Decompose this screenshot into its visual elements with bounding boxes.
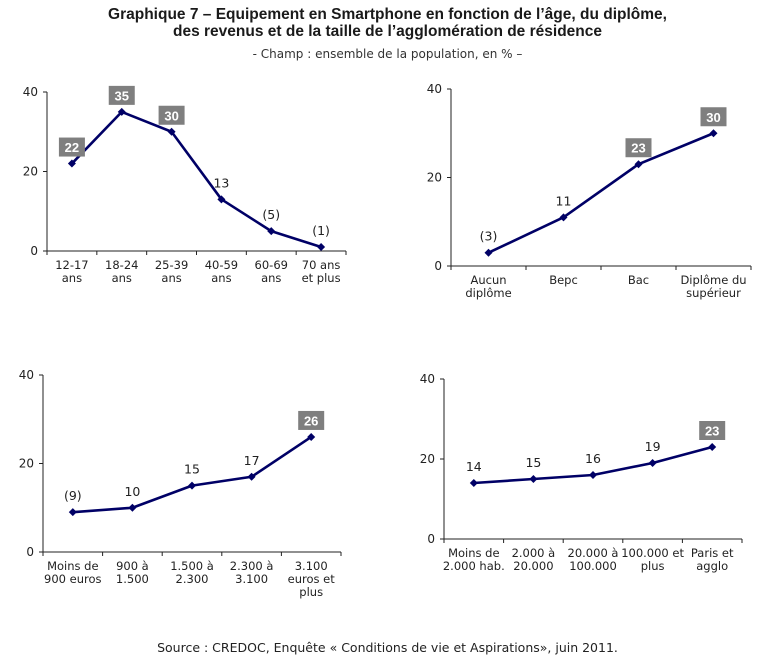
y-tick-label: 40 (427, 82, 442, 96)
data-point-marker (307, 432, 316, 441)
data-label: 15 (525, 455, 541, 470)
x-category-label: 2.000 à 20.000 (512, 546, 556, 573)
data-label: (5) (262, 207, 280, 222)
data-point-marker (68, 508, 77, 517)
x-category-label: 60-69 ans (255, 258, 288, 285)
highlight-label-box (298, 410, 325, 430)
x-category-label: 70 ans et plus (302, 258, 341, 285)
highlight-label-box (700, 107, 727, 127)
y-tick-label: 0 (427, 532, 435, 546)
data-point-marker (317, 243, 326, 252)
data-point-marker (188, 481, 196, 490)
data-label: (3) (480, 229, 498, 244)
x-category-label: 20.000 à 100.000 (568, 546, 619, 573)
data-point-marker (708, 443, 717, 451)
data-point-marker (589, 471, 597, 479)
highlight-label-box (625, 138, 652, 158)
y-tick-label: 40 (19, 368, 34, 382)
highlight-label-box (58, 137, 85, 157)
x-category-label: 1.500 à 2.300 (170, 559, 214, 586)
data-label: (1) (312, 223, 330, 238)
y-tick-label: 0 (434, 259, 442, 273)
data-label: 22 (65, 140, 79, 155)
x-category-label: 900 à 1.500 (116, 559, 149, 586)
data-label: 15 (184, 462, 200, 477)
data-label: 23 (705, 424, 719, 439)
data-label: 19 (645, 439, 661, 454)
x-category-label: 18-24 ans (105, 258, 138, 285)
y-tick-label: 40 (23, 85, 38, 99)
data-label: 11 (556, 193, 572, 208)
data-label: 30 (164, 108, 178, 123)
y-tick-label: 20 (420, 452, 435, 466)
x-category-label: 100.000 et plus (621, 546, 684, 573)
series-line (487, 132, 714, 254)
data-point-marker (267, 227, 276, 236)
data-point-marker (529, 475, 538, 483)
chart-city: 0 20 40 Moins de 2.000 hab. 2.000 à 20.000 20.0… (420, 372, 743, 573)
x-category-label: Bepc (549, 273, 578, 287)
data-point-marker (247, 472, 256, 481)
x-category-label: 3.100 euros et plus (288, 559, 336, 599)
data-point-marker (709, 129, 718, 138)
x-category-label: 40-59 ans (205, 258, 238, 285)
x-category-label: Moins de 2.000 hab. (443, 546, 505, 573)
data-label: 17 (244, 453, 260, 468)
data-label: 14 (466, 459, 482, 474)
highlight-label-box (158, 105, 185, 125)
x-category-label: 25-39 ans (155, 258, 188, 285)
data-point-marker (484, 248, 493, 257)
data-label: 23 (631, 141, 645, 156)
chart-subtitle: - Champ : ensemble de la population, en … (252, 47, 523, 61)
data-point-marker (469, 479, 478, 487)
x-category-label: Bac (628, 273, 649, 287)
data-point-marker (634, 160, 643, 169)
x-category-label: 2.300 à 3.100 (230, 559, 274, 586)
data-point-marker (67, 159, 76, 168)
y-tick-label: 20 (23, 165, 38, 179)
data-point-marker (167, 127, 176, 136)
x-category-label: Moins de 900 euros (44, 559, 101, 586)
x-category-label: Paris et agglo (691, 546, 734, 573)
data-label: 35 (115, 88, 129, 103)
x-category-label: 12-17 ans (55, 258, 88, 285)
data-label: 10 (124, 484, 140, 499)
data-point-marker (128, 503, 137, 512)
data-point-marker (559, 213, 568, 222)
chart-title-line-2: des revenus et de la taille de l’agglomé… (173, 23, 602, 40)
data-point-marker (117, 107, 126, 116)
data-label: 26 (304, 413, 318, 428)
data-point-marker (217, 195, 226, 204)
data-label: (9) (64, 488, 82, 503)
chart-diploma: 0 20 40 Aucun diplôme Bepc Bac Diplôme du supéri… (427, 82, 752, 300)
y-tick-label: 40 (420, 372, 435, 386)
chart-age: 0 20 40 12-17 ans 18-24 ans 25-39 ans 40-59 ans 60-… (23, 85, 347, 285)
series-line (70, 110, 322, 249)
data-label: 13 (213, 175, 229, 190)
data-label: 30 (706, 110, 720, 125)
source-note: Source : CREDOC, Enquête « Conditions de… (157, 640, 618, 655)
y-tick-label: 20 (427, 171, 442, 185)
data-point-marker (648, 459, 657, 467)
highlight-label-box (108, 85, 135, 105)
highlight-label-box (699, 421, 726, 440)
chart-title-line-1: Graphique 7 – Equipement en Smartphone e… (108, 6, 667, 23)
data-label: 16 (585, 451, 601, 466)
y-tick-label: 20 (19, 457, 34, 471)
y-tick-label: 0 (30, 244, 38, 258)
x-category-label: Diplôme du supérieur (680, 273, 746, 300)
y-tick-label: 0 (26, 545, 34, 559)
x-category-label: Aucun diplôme (465, 273, 511, 300)
